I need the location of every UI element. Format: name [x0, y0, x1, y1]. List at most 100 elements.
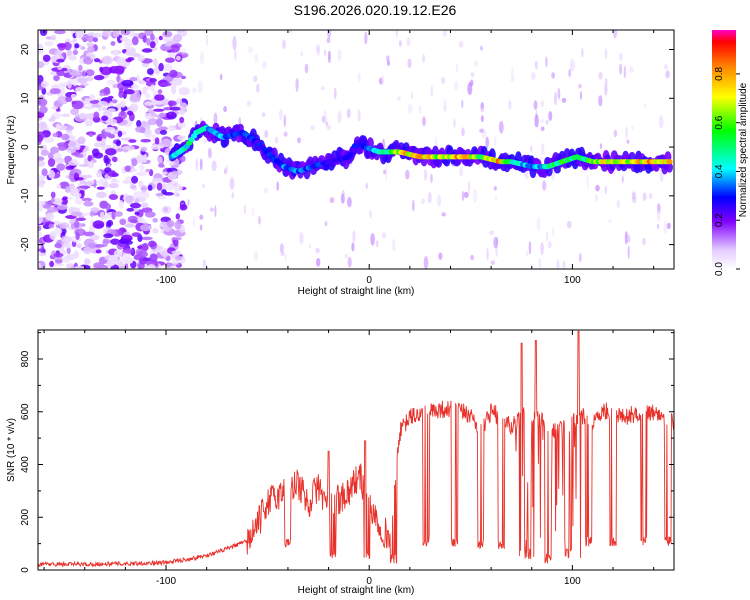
noise-blob [161, 46, 172, 51]
streak-blob [479, 128, 484, 133]
noise-blob [45, 212, 55, 221]
streak-blob [486, 248, 489, 261]
streak-blob [470, 254, 474, 261]
streak-blob [489, 230, 494, 236]
noise-blob [131, 36, 139, 46]
noise-blob [70, 108, 79, 116]
streak-blob [566, 220, 572, 229]
streak-blob [323, 49, 327, 56]
noise-blob [130, 219, 139, 223]
ridge-core [346, 152, 354, 158]
streak-blob [548, 111, 553, 121]
noise-blob [110, 41, 116, 46]
noise-blob [62, 196, 68, 200]
streak-blob [562, 260, 566, 269]
noise-blob [53, 227, 63, 235]
streak-blob [410, 91, 413, 100]
noise-blob [89, 211, 95, 217]
noise-blob [129, 77, 138, 82]
noise-blob [171, 250, 182, 255]
streak-blob [642, 192, 647, 202]
noise-blob [115, 140, 121, 147]
noise-blob [146, 68, 154, 75]
noise-blob [141, 48, 153, 53]
streak-blob [453, 118, 456, 128]
noise-blob [154, 137, 160, 145]
streak-blob [629, 66, 634, 74]
streak-blob [536, 217, 541, 231]
noise-blob [177, 121, 187, 128]
streak-blob [459, 167, 464, 177]
noise-blob [165, 57, 175, 63]
noise-blob [169, 69, 178, 78]
noise-blob [111, 50, 120, 56]
noise-blob [144, 211, 156, 218]
colorbar-tick-label: 0.4 [714, 164, 725, 178]
noise-blob [104, 167, 112, 173]
streak-blob [223, 106, 228, 113]
streak-blob [480, 45, 483, 51]
streak-blob [231, 192, 234, 199]
streak-blob [430, 173, 433, 183]
noise-blob [103, 233, 114, 239]
noise-blob [38, 134, 43, 143]
streak-blob [624, 231, 628, 245]
noise-blob [152, 58, 158, 67]
noise-blob [75, 217, 87, 221]
noise-blob [112, 30, 120, 38]
noise-blob [85, 174, 92, 179]
noise-blob [169, 44, 181, 53]
noise-blob [140, 127, 146, 134]
noise-blob [144, 101, 154, 106]
noise-blob [154, 94, 165, 101]
noise-blob [53, 157, 65, 164]
x-tick-label: -100 [156, 275, 176, 286]
noise-blob [88, 224, 95, 234]
streak-blob [671, 149, 674, 160]
streak-blob [214, 205, 217, 218]
noise-blob [69, 40, 77, 45]
noise-blob [74, 192, 82, 198]
streak-blob [276, 181, 280, 191]
noise-blob [122, 179, 130, 185]
streak-blob [251, 207, 255, 218]
noise-blob [122, 253, 131, 258]
streak-blob [406, 37, 411, 47]
spectrogram-marks [38, 30, 674, 269]
noise-blob [161, 205, 172, 214]
noise-blob [165, 262, 173, 268]
streak-blob [326, 37, 331, 44]
noise-blob [147, 264, 156, 269]
streak-blob [229, 177, 235, 190]
streak-blob [370, 233, 375, 246]
noise-blob [40, 80, 49, 88]
streak-blob [631, 125, 634, 130]
streak-blob [246, 100, 252, 107]
noise-blob [150, 33, 155, 41]
streak-blob [495, 194, 498, 201]
noise-blob [56, 204, 68, 211]
noise-blob [69, 183, 75, 189]
noise-blob [127, 110, 134, 116]
streak-blob [657, 224, 660, 229]
streak-blob [581, 48, 584, 58]
noise-blob [86, 42, 95, 47]
noise-blob [102, 238, 109, 247]
x-tick-label: 0 [366, 275, 372, 286]
noise-blob [162, 37, 174, 42]
streak-blob [453, 81, 459, 92]
streak-blob [498, 121, 504, 134]
noise-blob [177, 135, 186, 141]
noise-blob [99, 92, 105, 97]
streak-blob [493, 236, 499, 249]
noise-blob [149, 253, 158, 263]
noise-blob [112, 99, 118, 104]
noise-blob [161, 171, 168, 175]
streak-blob [257, 215, 262, 225]
x-tick-label: -100 [156, 576, 176, 587]
noise-blob [61, 67, 68, 72]
streak-blob [324, 221, 328, 227]
streak-blob [264, 129, 269, 139]
noise-blob [160, 82, 172, 87]
streak-blob [357, 72, 361, 82]
